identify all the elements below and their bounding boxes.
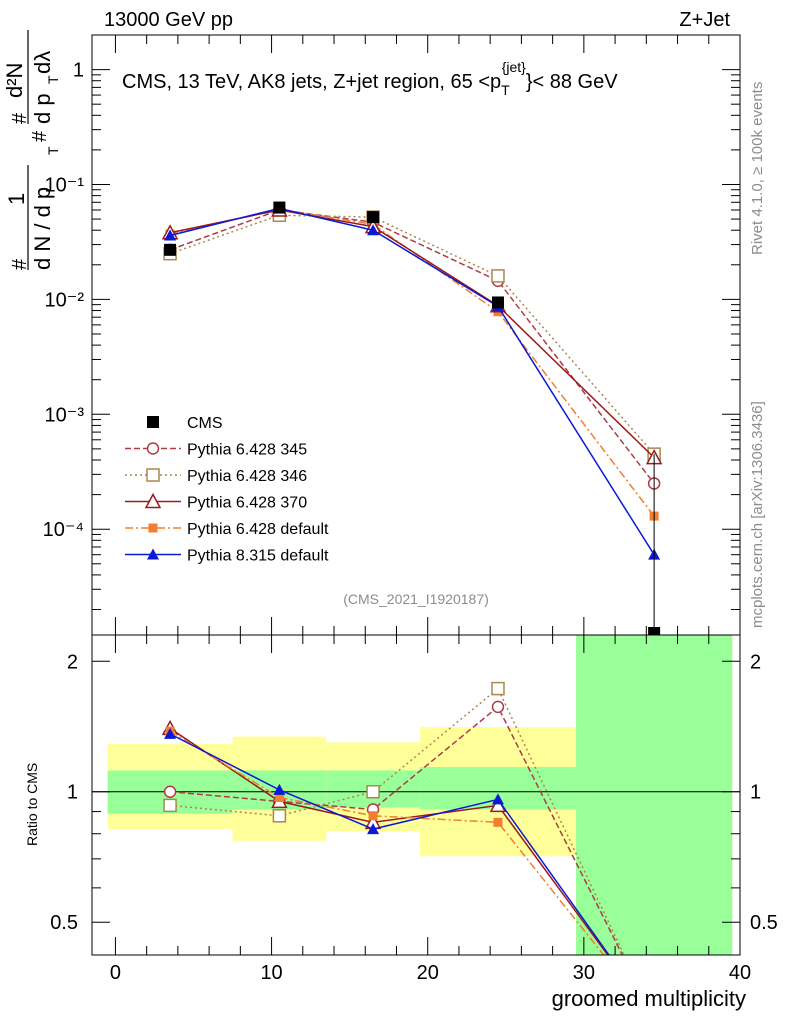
main-y-tick-label: 10⁻³	[45, 404, 85, 426]
title-suffix: }< 88 GeV	[526, 71, 618, 93]
main-axis-ticks: 1 10⁻¹ 10⁻² 10⁻³ 10⁻⁴	[43, 34, 741, 635]
ylabel-hash1: #	[9, 258, 31, 270]
ratio-y-tick-label-left: 1	[67, 782, 78, 804]
ylabel-T3: T	[45, 75, 61, 84]
main-y-tick-label: 1	[73, 60, 84, 82]
ratio-point-p346	[272, 809, 287, 823]
rivet-label: Rivet 4.1.0, ≥ 100k events	[749, 82, 766, 255]
title-sup: {jet}	[502, 59, 526, 75]
header-left: 13000 GeV pp	[104, 9, 233, 31]
legend-marker-cms	[147, 416, 159, 428]
data-point-p346	[491, 269, 505, 283]
ratio-band-green	[576, 635, 733, 955]
ratio-bands-layer	[92, 635, 740, 955]
ratio-x-tick-label: 0	[110, 962, 121, 984]
legend: CMS Pythia 6.428 345 Pythia 6.428 346 Pythi…	[125, 415, 329, 565]
series-cms	[164, 201, 661, 639]
legend-marker-p370	[144, 492, 162, 509]
data-point-p8	[367, 224, 380, 236]
ylabel-d2N: d²N	[2, 63, 27, 98]
ratio-axis-ticks: 0 10 20 30 40 0.5 0.5 1 1 2 2	[50, 635, 778, 984]
ratio-point-p8	[367, 823, 380, 835]
ylabel-dl: dλ	[30, 51, 55, 74]
main-y-tick-label: 10⁻⁴	[43, 519, 84, 541]
main-y-axis-label: 1 # d N / d p T # d²N # d p T dλ	[2, 30, 61, 270]
ylabel-T1: T	[45, 146, 61, 155]
ratio-y-tick-label-right: 2	[750, 651, 761, 673]
ratio-point-p346	[366, 784, 380, 799]
ylabel-dpT: d p	[30, 93, 55, 124]
ratio-series-p8	[164, 727, 610, 955]
header-right: Z+Jet	[679, 9, 730, 31]
legend-marker-p346	[146, 468, 160, 482]
ratio-series-layer	[161, 681, 625, 955]
series-p346	[163, 208, 661, 461]
ratio-y-tick-label-right: 1	[750, 782, 761, 804]
ylabel-one: 1	[4, 193, 29, 205]
analysis-ref: (CMS_2021_I1920187)	[343, 591, 489, 607]
title-sub: T	[501, 82, 510, 98]
data-point-cms	[367, 211, 380, 224]
legend-marker-p345	[146, 442, 160, 455]
legend-label-cms: CMS	[187, 415, 223, 432]
ratio-plot-frame	[91, 634, 741, 956]
ratio-point-p8	[273, 783, 286, 795]
ratio-x-tick-label: 40	[729, 962, 751, 984]
legend-label-p370: Pythia 6.428 370	[187, 495, 307, 512]
ratio-point-pdef	[368, 811, 378, 821]
legend-label-p346: Pythia 6.428 346	[187, 468, 307, 485]
data-point-cms	[491, 296, 504, 309]
ratio-point-pdef	[274, 792, 284, 802]
ratio-series-p346	[163, 681, 625, 955]
ratio-point-p346	[163, 798, 177, 813]
legend-label-pdef: Pythia 6.428 default	[187, 521, 329, 538]
ratio-point-p8	[164, 727, 177, 739]
main-series-layer	[161, 201, 663, 639]
ratio-x-tick-label: 10	[260, 962, 282, 984]
ratio-point-pdef	[493, 817, 503, 827]
ratio-point-p8	[491, 793, 504, 805]
ylabel-dN: d N / d p	[30, 187, 55, 270]
site-label: mcplots.cern.ch [arXiv:1306.3436]	[749, 401, 766, 628]
legend-label-p8: Pythia 8.315 default	[187, 548, 329, 565]
ylabel-hash2: #	[29, 130, 51, 142]
series-line-p346	[169, 214, 655, 455]
title-prefix: CMS, 13 TeV, AK8 jets, Z+jet region, 65 …	[122, 71, 501, 93]
data-point-cms	[164, 243, 177, 256]
main-y-tick-label: 10⁻²	[45, 289, 85, 311]
ratio-x-tick-label: 20	[417, 962, 439, 984]
main-y-tick-label: 10⁻¹	[45, 174, 85, 196]
ratio-point-p345	[163, 785, 177, 798]
ratio-line-pdef	[169, 730, 605, 955]
series-p370	[161, 201, 663, 465]
ratio-y-tick-label-left: 0.5	[50, 912, 78, 934]
main-title: CMS, 13 TeV, AK8 jets, Z+jet region, 65 …	[122, 59, 618, 98]
legend-label-p345: Pythia 6.428 345	[187, 442, 307, 459]
data-point-cms	[273, 201, 286, 214]
ratio-x-tick-label: 30	[573, 962, 595, 984]
legend-marker-p8	[147, 548, 159, 560]
x-axis-label: groomed multiplicity	[552, 986, 746, 1011]
ratio-y-tick-label-right: 0.5	[750, 912, 778, 934]
main-plot-frame	[91, 34, 741, 636]
legend-marker-pdef	[148, 523, 158, 533]
ratio-point-p345	[491, 700, 505, 714]
ratio-y-axis-label: Ratio to CMS	[24, 763, 40, 846]
ylabel-hash3: #	[9, 112, 31, 124]
ratio-y-tick-label-left: 2	[67, 651, 78, 673]
ratio-point-p346	[491, 681, 505, 696]
data-point-p8	[164, 229, 177, 241]
